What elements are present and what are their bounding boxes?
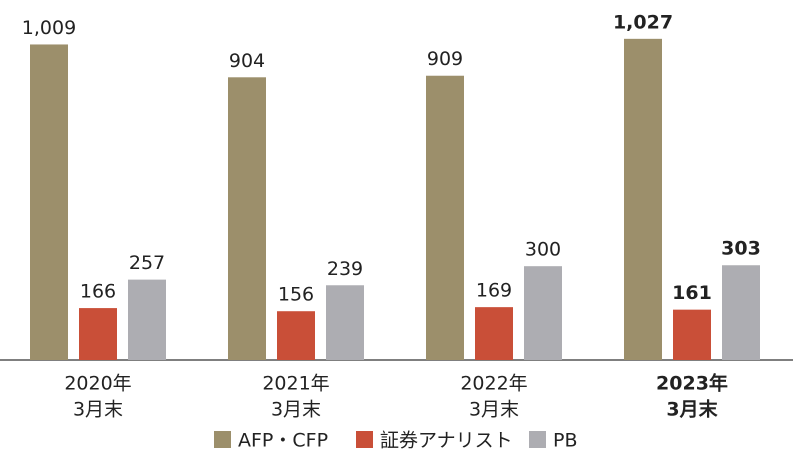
value-label: 166	[80, 281, 116, 303]
value-label: 239	[327, 258, 363, 280]
x-tick-label: 2020年	[64, 373, 131, 395]
x-tick-label: 3月末	[666, 398, 718, 421]
value-label: 156	[278, 284, 314, 306]
bar	[326, 285, 364, 360]
bar	[79, 308, 117, 360]
x-tick-label: 3月末	[271, 399, 321, 421]
legend-swatch	[529, 431, 546, 448]
value-label: 909	[427, 48, 463, 70]
legend-label: PB	[553, 430, 578, 452]
x-tick-label: 3月末	[469, 399, 519, 421]
bar	[426, 75, 464, 361]
bar	[524, 266, 562, 360]
bar	[30, 44, 68, 360]
x-tick-label: 2021年	[262, 373, 329, 395]
value-label: 303	[721, 238, 761, 260]
legend-swatch	[356, 431, 373, 448]
legend-swatch	[214, 431, 231, 448]
legend-label: AFP・CFP	[238, 430, 328, 452]
bar	[673, 309, 711, 360]
x-tick-label: 2023年	[656, 372, 728, 395]
value-label: 1,027	[613, 11, 673, 33]
legend-label: 証券アナリスト	[380, 430, 513, 452]
bar	[277, 311, 315, 360]
bar	[128, 279, 166, 360]
value-label: 161	[672, 282, 712, 304]
bar	[722, 265, 760, 360]
value-label: 904	[229, 50, 265, 72]
value-label: 300	[525, 239, 561, 261]
bar	[228, 77, 266, 360]
bar	[624, 38, 662, 360]
x-tick-label: 3月末	[73, 399, 123, 421]
value-label: 257	[129, 252, 165, 274]
value-label: 1,009	[22, 17, 76, 39]
bar	[475, 307, 513, 360]
x-tick-label: 2022年	[460, 373, 527, 395]
value-label: 169	[476, 280, 512, 302]
